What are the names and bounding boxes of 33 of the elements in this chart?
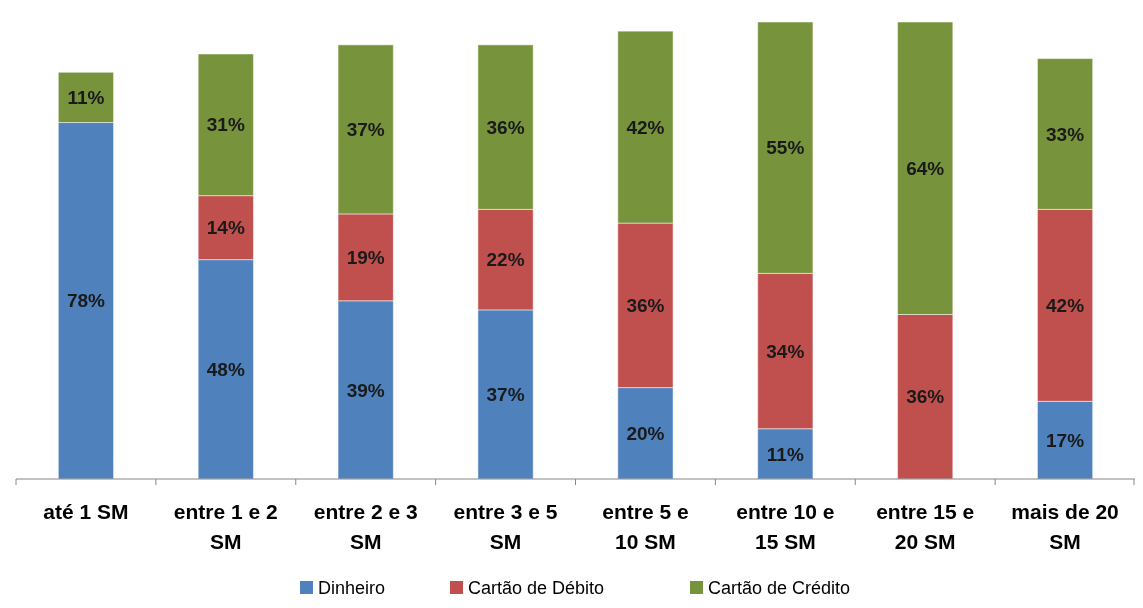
- data-label: 19%: [346, 247, 385, 269]
- data-label: 78%: [66, 290, 106, 312]
- data-label: 39%: [346, 379, 385, 401]
- x-tick-label: entre 1 e 2 SM: [173, 500, 278, 553]
- data-label: 55%: [766, 137, 805, 159]
- data-label: 37%: [486, 384, 525, 406]
- legend-label: Cartão de Crédito: [708, 578, 851, 598]
- x-tick-label: entre 10 e 15 SM: [736, 500, 835, 553]
- x-tick-label: entre 5 e 10 SM: [602, 500, 689, 553]
- data-label: 11%: [766, 443, 804, 465]
- data-label: 36%: [626, 294, 665, 316]
- data-label: 64%: [906, 157, 945, 179]
- data-label: 11%: [67, 87, 105, 109]
- legend-label: Dinheiro: [318, 578, 386, 598]
- data-label: 36%: [486, 116, 525, 138]
- data-label: 34%: [766, 340, 805, 362]
- data-label: 42%: [626, 116, 665, 138]
- data-label: 48%: [206, 358, 245, 380]
- data-label: 37%: [346, 119, 385, 141]
- x-tick-label: entre 15 e 20 SM: [876, 500, 975, 553]
- data-label: 42%: [1046, 294, 1085, 316]
- data-label: 17%: [1046, 429, 1085, 451]
- data-label: 31%: [206, 114, 245, 136]
- x-tick-label: mais de 20 SM: [1011, 500, 1119, 553]
- legend-label: Cartão de Débito: [468, 578, 605, 598]
- x-tick-label: entre 3 e 5 SM: [453, 500, 558, 553]
- data-label: 36%: [906, 386, 945, 408]
- data-label: 33%: [1046, 123, 1085, 145]
- x-tick-label: até 1 SM: [43, 500, 129, 523]
- data-label: 22%: [486, 249, 525, 271]
- data-label: 14%: [206, 217, 245, 239]
- x-tick-label: entre 2 e 3 SM: [313, 500, 418, 553]
- data-label: 20%: [626, 422, 665, 444]
